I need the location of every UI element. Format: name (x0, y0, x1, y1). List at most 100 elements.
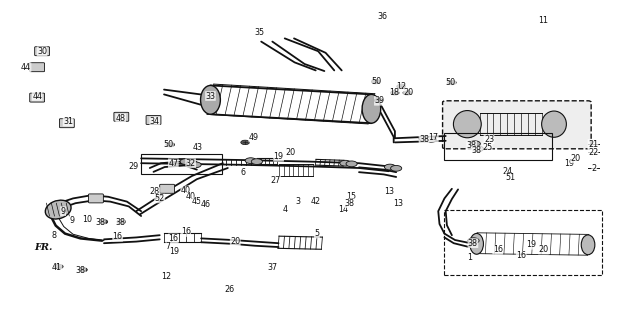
Text: 38: 38 (115, 218, 125, 227)
Text: 50: 50 (371, 77, 381, 86)
Text: 20: 20 (404, 88, 413, 97)
Circle shape (99, 220, 108, 224)
Text: 9: 9 (70, 216, 75, 225)
Circle shape (384, 164, 396, 170)
Bar (444, 210, 602, 275)
Circle shape (391, 165, 402, 171)
FancyBboxPatch shape (59, 119, 74, 128)
Text: 37: 37 (267, 263, 277, 272)
Text: 52: 52 (155, 194, 165, 203)
Text: 31: 31 (63, 117, 73, 126)
Text: 44: 44 (32, 92, 42, 100)
FancyBboxPatch shape (443, 101, 591, 149)
Text: 50: 50 (163, 140, 173, 148)
Text: 22: 22 (588, 148, 598, 156)
Text: 6: 6 (241, 168, 246, 177)
Text: 30: 30 (37, 47, 47, 56)
Text: 18: 18 (389, 88, 399, 97)
Text: 16: 16 (168, 234, 178, 243)
Circle shape (251, 159, 262, 164)
Text: 14: 14 (339, 205, 348, 214)
Text: 38: 38 (95, 218, 105, 227)
Text: 41: 41 (52, 263, 62, 272)
Text: 11: 11 (539, 16, 548, 25)
Text: 16: 16 (516, 252, 526, 260)
Circle shape (79, 268, 87, 272)
Text: FR.: FR. (34, 243, 53, 252)
Text: 5: 5 (314, 229, 319, 238)
Circle shape (190, 162, 201, 168)
Ellipse shape (201, 85, 220, 114)
Text: 50: 50 (446, 78, 456, 87)
Text: 2: 2 (592, 164, 597, 172)
Text: 51: 51 (506, 173, 516, 182)
Text: 33: 33 (206, 92, 215, 100)
Text: 43: 43 (193, 143, 203, 152)
Text: 38: 38 (468, 239, 478, 248)
Circle shape (180, 159, 191, 164)
Text: 9: 9 (61, 207, 66, 216)
Text: 20: 20 (571, 154, 581, 163)
Text: 38: 38 (467, 141, 477, 150)
Bar (141, 154, 222, 174)
FancyBboxPatch shape (89, 194, 103, 203)
Text: 13: 13 (393, 199, 403, 208)
Circle shape (245, 158, 256, 164)
Text: 48: 48 (116, 114, 126, 123)
Text: 20: 20 (286, 148, 296, 156)
Text: 45: 45 (192, 197, 202, 206)
Text: 15: 15 (347, 192, 357, 201)
Text: 40: 40 (181, 186, 191, 195)
Circle shape (403, 91, 412, 95)
Circle shape (391, 91, 399, 95)
Text: 16: 16 (493, 245, 503, 254)
FancyBboxPatch shape (160, 184, 175, 193)
Text: 49: 49 (249, 133, 259, 142)
FancyBboxPatch shape (35, 47, 50, 56)
Ellipse shape (362, 94, 381, 123)
Ellipse shape (45, 200, 71, 219)
Ellipse shape (542, 111, 566, 137)
Circle shape (397, 84, 405, 89)
Circle shape (186, 160, 197, 166)
Text: 46: 46 (201, 200, 210, 209)
Text: 25: 25 (482, 143, 492, 152)
Text: 26: 26 (224, 285, 234, 294)
Text: 40: 40 (186, 192, 196, 201)
Text: 8: 8 (52, 231, 57, 240)
Text: 38: 38 (472, 146, 482, 155)
Text: 7: 7 (166, 242, 171, 251)
Text: 10: 10 (82, 215, 92, 224)
FancyBboxPatch shape (114, 112, 129, 121)
Text: 44: 44 (21, 63, 31, 72)
Text: 19: 19 (170, 247, 180, 256)
FancyBboxPatch shape (30, 93, 45, 102)
Text: 28: 28 (150, 188, 160, 196)
Text: 16: 16 (181, 228, 191, 236)
Circle shape (241, 140, 249, 145)
Text: 21: 21 (588, 140, 598, 148)
Text: 34: 34 (150, 117, 160, 126)
FancyBboxPatch shape (30, 63, 45, 72)
Text: 35: 35 (255, 28, 265, 36)
Ellipse shape (470, 234, 483, 254)
Circle shape (472, 146, 483, 152)
Circle shape (374, 98, 383, 103)
Text: 4: 4 (282, 205, 287, 214)
Circle shape (166, 142, 175, 147)
Text: 3: 3 (296, 197, 301, 206)
Circle shape (54, 264, 63, 269)
Text: 20: 20 (539, 245, 548, 254)
Circle shape (346, 161, 357, 167)
Text: 42: 42 (311, 197, 321, 206)
Text: 32: 32 (186, 159, 196, 168)
Text: 19: 19 (274, 152, 284, 161)
Text: 38: 38 (76, 266, 85, 275)
Text: 13: 13 (384, 188, 394, 196)
Text: 20: 20 (230, 237, 240, 246)
Text: 16: 16 (113, 232, 123, 241)
Circle shape (468, 238, 479, 244)
Circle shape (340, 160, 351, 166)
Text: 1: 1 (467, 253, 472, 262)
Ellipse shape (581, 235, 595, 255)
